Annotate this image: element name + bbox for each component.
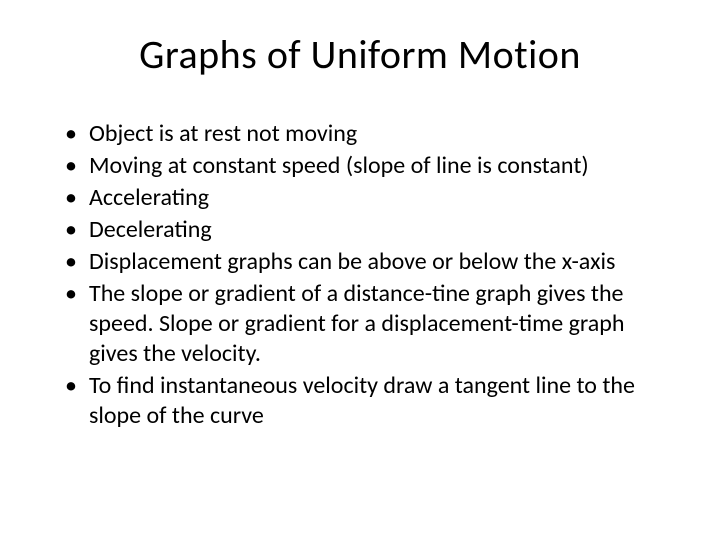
bullet-list: Object is at rest not moving Moving at c…	[45, 119, 675, 431]
list-item: Decelerating	[65, 215, 675, 245]
list-item: Object is at rest not moving	[65, 119, 675, 149]
slide-container: Graphs of Uniform Motion Object is at re…	[0, 0, 720, 540]
list-item: Displacement graphs can be above or belo…	[65, 247, 675, 277]
list-item: Moving at constant speed (slope of line …	[65, 151, 675, 181]
list-item: Accelerating	[65, 183, 675, 213]
list-item: To find instantaneous velocity draw a ta…	[65, 371, 675, 431]
list-item: The slope or gradient of a distance-tine…	[65, 279, 675, 369]
slide-title: Graphs of Uniform Motion	[45, 30, 675, 79]
